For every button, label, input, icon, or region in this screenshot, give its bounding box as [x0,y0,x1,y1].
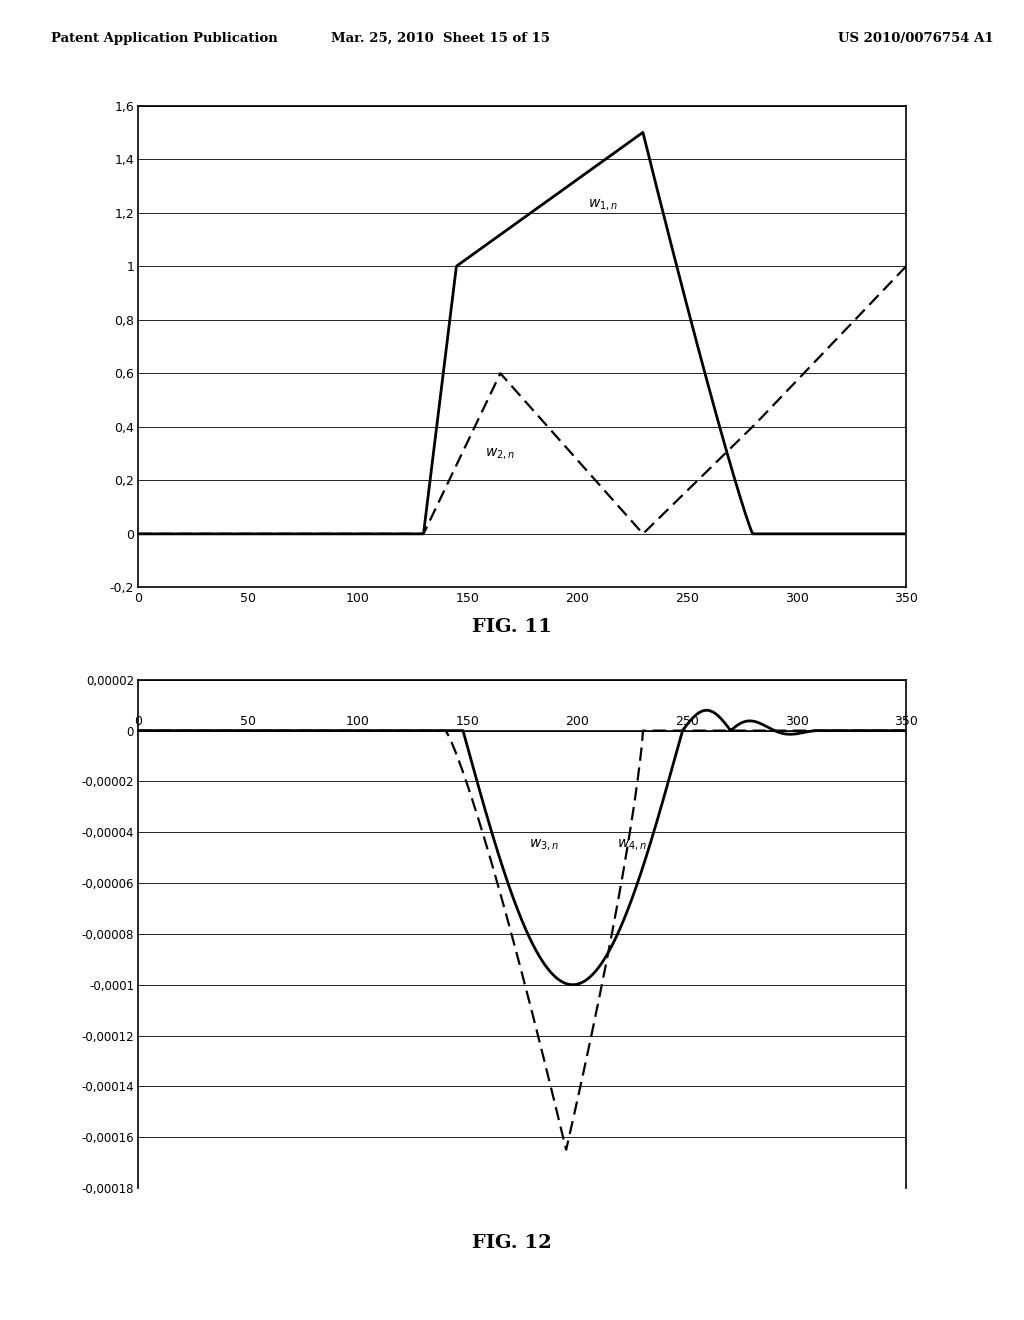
Text: 250: 250 [675,715,698,729]
Text: Mar. 25, 2010  Sheet 15 of 15: Mar. 25, 2010 Sheet 15 of 15 [331,32,550,45]
Text: FIG. 12: FIG. 12 [472,1234,552,1253]
Text: $w_{1,n}$: $w_{1,n}$ [588,198,618,213]
Text: 300: 300 [784,715,809,729]
Text: $w_{3,n}$: $w_{3,n}$ [528,838,559,853]
Text: 200: 200 [565,715,589,729]
Text: 0: 0 [134,715,142,729]
Text: 150: 150 [456,715,479,729]
Text: 50: 50 [240,715,256,729]
Text: $w_{4,n}$: $w_{4,n}$ [616,838,646,853]
Text: 350: 350 [894,715,919,729]
Text: $w_{2,n}$: $w_{2,n}$ [485,446,515,462]
Text: Patent Application Publication: Patent Application Publication [51,32,278,45]
Text: US 2010/0076754 A1: US 2010/0076754 A1 [838,32,993,45]
Text: 100: 100 [346,715,370,729]
Text: FIG. 11: FIG. 11 [472,618,552,636]
